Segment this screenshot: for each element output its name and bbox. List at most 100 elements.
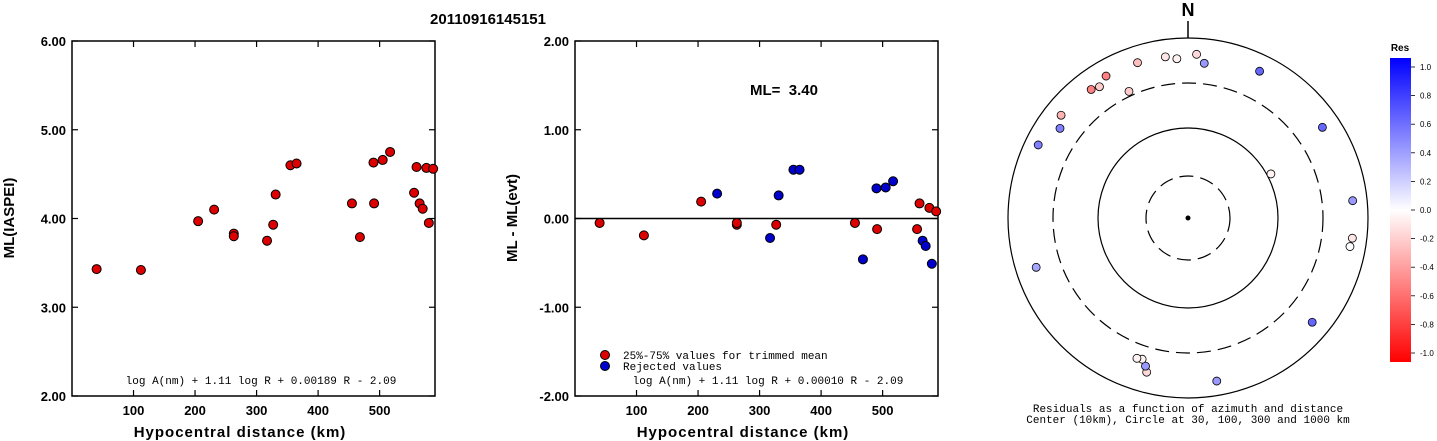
colorbar-tick-label: -0.6 (1420, 292, 1434, 301)
panel2-ytick-label: 1.00 (544, 123, 569, 138)
ring-30km (1145, 175, 1231, 261)
polar-data-point (1132, 353, 1142, 363)
polar-caption-line1: Residuals as a function of azimuth and d… (1033, 404, 1343, 416)
panel2-xtick-label: 200 (687, 403, 709, 418)
panel1-ytick-label: 5.00 (41, 123, 66, 138)
panel1-data-point (193, 216, 204, 227)
polar-data-point (1212, 376, 1222, 386)
panel1-data-point (409, 187, 420, 198)
colorbar-tick-label: -0.4 (1420, 263, 1434, 272)
colorbar-ticks: 1.0 0.8 0.6 0.4 0.2 0.0 -0.2 -0.4 -0.6 -0.8 -1.0 (1411, 63, 1434, 358)
panel2-ytick-label: -2.00 (539, 389, 569, 404)
polar-data-point (1124, 87, 1134, 96)
panel2-xtick-label: 400 (810, 403, 832, 418)
polar-data-point (1348, 196, 1358, 206)
panel2-data-point (872, 224, 883, 235)
panel1-data-point (385, 146, 396, 157)
panel1-ylabel: ML(IASPEI) (1, 178, 18, 259)
panel2-data-point (871, 183, 882, 194)
polar-data-point (1095, 82, 1104, 92)
epicenter-marker (1185, 215, 1191, 221)
legend-marker-rejected (600, 361, 610, 371)
panel2-data-point (880, 182, 891, 193)
panel1-data-point (270, 189, 281, 200)
colorbar-tick-label: 1.0 (1420, 63, 1432, 72)
panel2-points (594, 164, 942, 269)
panel2-xlabel: Hypocentral distance (km) (637, 424, 850, 441)
polar-data-point (1318, 122, 1327, 132)
panel2-data-point (914, 198, 925, 209)
polar-data-point (1033, 140, 1043, 150)
panel2-data-point (712, 188, 723, 199)
panel2-data-point (794, 164, 805, 175)
panel1-ytick-label: 4.00 (41, 212, 66, 227)
panel2-data-point (765, 233, 776, 244)
panel1-data-point (377, 154, 388, 165)
panel2-formula: log A(nm) + 1.11 log R + 0.00010 R - 2.0… (633, 376, 904, 388)
panel-polar-residuals: N Residuals as a function of azimuth and… (1007, 0, 1434, 427)
colorbar-tick-label: 0.6 (1420, 120, 1432, 129)
polar-data-point (1307, 317, 1317, 327)
panel1-xlabel: Hypocentral distance (km) (134, 424, 347, 441)
polar-caption-line2: Center (10km), Circle at 30, 100, 300 an… (1026, 415, 1350, 427)
polar-data-point (1141, 361, 1150, 371)
panel2-legend: 25%-75% values for trimmed mean Rejected… (600, 350, 828, 374)
panel1-frame (71, 40, 436, 397)
panel2-data-point (696, 196, 707, 207)
polar-data-point (1101, 71, 1111, 81)
panel2-xtick-label: 300 (749, 403, 771, 418)
polar-data-point (1160, 52, 1170, 62)
colorbar-tick-label: -0.8 (1420, 320, 1434, 329)
panel1-data-point (262, 235, 273, 246)
ring-outer (1007, 37, 1369, 399)
panel1-data-point (268, 219, 279, 230)
colorbar-tick-label: 0.2 (1420, 177, 1432, 186)
panel1-xtick-label: 500 (369, 403, 391, 418)
panel2-data-point (638, 230, 649, 241)
panel1-data-point (135, 264, 146, 275)
panel2-data-point (926, 258, 937, 269)
panel1-data-point (411, 162, 422, 173)
colorbar-tick-label: 0.0 (1420, 206, 1432, 215)
colorbar-tick-label: 0.8 (1420, 92, 1432, 101)
panel2-data-point (773, 190, 784, 201)
figure-title: 20110916145151 (430, 11, 546, 28)
panel2-ytick-label: 2.00 (544, 34, 569, 49)
ring-100km (1097, 127, 1279, 309)
panel2-data-point (857, 254, 868, 265)
panel1-formula: log A(nm) + 1.11 log R + 0.00189 R - 2.0… (126, 376, 397, 388)
panel1-points (91, 146, 439, 275)
colorbar (1390, 58, 1411, 362)
panel1-xtick-label: 100 (123, 403, 145, 418)
ring-300km (1052, 82, 1324, 354)
panel2-ytick-label: -1.00 (539, 300, 569, 315)
panel2-xtick-label: 100 (626, 403, 648, 418)
panel1-data-point (368, 157, 379, 168)
polar-data-point (1255, 66, 1264, 76)
polar-data-point (1192, 49, 1201, 59)
panel-ml-iaspei: 100 200 300 400 500 2.00 3.00 4.00 5.00 6.00 ML(I… (1, 34, 439, 441)
panel1-xtick-label: 300 (246, 403, 268, 418)
panel1-data-point (369, 198, 380, 209)
polar-data-point (1056, 110, 1066, 120)
panel2-data-point (771, 219, 782, 230)
panel2-xtick-label: 500 (872, 403, 894, 418)
panel2-data-point (931, 206, 942, 217)
panel1-data-point (428, 163, 439, 174)
polar-data-point (1199, 58, 1209, 68)
colorbar-title: Res (1391, 43, 1410, 54)
polar-data-point (1172, 54, 1182, 64)
panel1-ytick-label: 3.00 (41, 300, 66, 315)
panel2-data-point (912, 224, 923, 235)
legend-label-trimmed: 25%-75% values for trimmed mean (623, 351, 828, 363)
polar-data-point (1031, 262, 1041, 272)
panel1-data-point (91, 264, 102, 275)
panel1-data-point (346, 198, 357, 209)
panel1-data-point (417, 203, 428, 214)
polar-data-point (1133, 58, 1142, 68)
panel2-data-point (731, 217, 742, 228)
panel1-ytick-label: 6.00 (41, 34, 66, 49)
panel1-xtick-label: 200 (184, 403, 206, 418)
north-label: N (1182, 0, 1195, 20)
panel1-data-point (291, 158, 302, 169)
